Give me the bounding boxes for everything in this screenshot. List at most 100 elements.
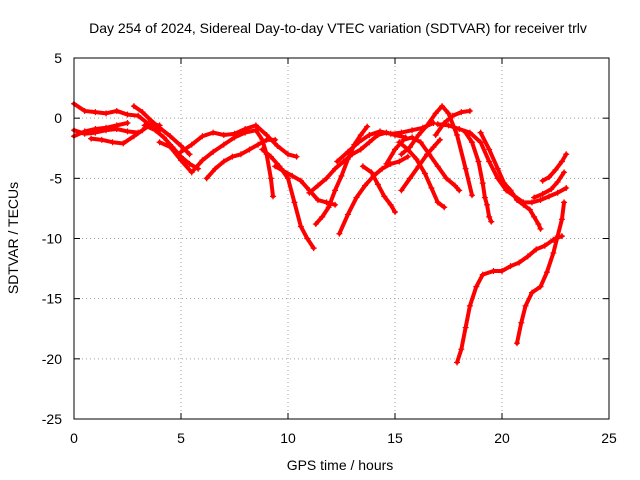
data-point bbox=[81, 107, 88, 114]
data-point bbox=[366, 139, 373, 146]
data-point bbox=[366, 132, 373, 139]
data-point bbox=[259, 146, 266, 153]
data-point bbox=[507, 263, 514, 270]
data-point bbox=[368, 169, 375, 176]
data-point bbox=[561, 199, 568, 206]
data-point bbox=[526, 206, 533, 213]
data-point bbox=[272, 163, 279, 170]
y-axis-label: SDTVAR / TECUs bbox=[5, 182, 21, 294]
data-point bbox=[156, 139, 163, 146]
x-axis-label: GPS time / hours bbox=[287, 457, 394, 473]
data-point bbox=[558, 158, 565, 165]
data-point bbox=[398, 187, 405, 194]
data-point bbox=[199, 133, 206, 140]
data-point bbox=[469, 139, 476, 146]
data-point bbox=[528, 289, 535, 296]
data-point bbox=[561, 169, 568, 176]
data-point bbox=[289, 172, 296, 179]
y-tick-label: -20 bbox=[42, 351, 62, 367]
series-band bbox=[455, 234, 564, 365]
data-point bbox=[344, 148, 351, 155]
data-point bbox=[406, 175, 413, 182]
data-point bbox=[377, 128, 384, 135]
data-point bbox=[167, 133, 174, 140]
data-point bbox=[434, 199, 441, 206]
data-point bbox=[387, 201, 394, 208]
data-point bbox=[392, 209, 398, 216]
data-point bbox=[139, 109, 146, 116]
data-point bbox=[304, 235, 311, 242]
series-track-12 bbox=[272, 163, 339, 208]
data-point bbox=[229, 153, 236, 160]
x-tick-label: 20 bbox=[494, 430, 510, 446]
data-point bbox=[109, 139, 116, 146]
data-point bbox=[255, 141, 262, 148]
data-point bbox=[537, 283, 544, 290]
data-point bbox=[484, 201, 491, 208]
data-point bbox=[306, 189, 313, 196]
data-point bbox=[396, 139, 403, 146]
data-point bbox=[362, 182, 369, 189]
data-point bbox=[246, 146, 253, 153]
data-point bbox=[513, 340, 520, 347]
data-point bbox=[359, 163, 366, 170]
data-point bbox=[507, 187, 514, 194]
data-point bbox=[332, 187, 339, 194]
data-point bbox=[409, 134, 416, 141]
data-point bbox=[424, 122, 431, 129]
data-point bbox=[338, 172, 345, 179]
series-track-07 bbox=[156, 127, 259, 176]
data-point bbox=[325, 204, 332, 211]
data-point bbox=[462, 324, 469, 331]
data-point bbox=[563, 151, 570, 158]
data-point bbox=[220, 141, 227, 148]
data-point bbox=[88, 135, 95, 142]
data-point bbox=[458, 346, 465, 353]
data-point bbox=[518, 319, 525, 326]
axis-ticks: 0 5 10 15 20 25 -25 -20 -15 -10 -5 0 5 bbox=[42, 50, 617, 446]
series-track-21 bbox=[398, 103, 476, 199]
data-point bbox=[312, 221, 319, 228]
data-point bbox=[285, 175, 291, 182]
data-point bbox=[524, 253, 531, 260]
data-point bbox=[481, 194, 488, 201]
data-point bbox=[178, 157, 184, 164]
data-point bbox=[554, 233, 561, 240]
data-point bbox=[451, 182, 458, 189]
data-point bbox=[135, 112, 142, 119]
series-track-17 bbox=[359, 163, 398, 216]
series-track-23 bbox=[434, 121, 570, 206]
data-point bbox=[383, 160, 390, 167]
data-point bbox=[355, 139, 362, 146]
data-point bbox=[141, 122, 148, 129]
data-point bbox=[477, 139, 484, 146]
data-point bbox=[113, 107, 120, 114]
data-point bbox=[513, 196, 520, 203]
data-point bbox=[267, 153, 274, 160]
data-point bbox=[103, 124, 110, 131]
data-point bbox=[439, 103, 446, 110]
data-point bbox=[130, 133, 137, 140]
data-point bbox=[550, 249, 557, 256]
data-point bbox=[231, 130, 238, 137]
data-point bbox=[336, 230, 343, 237]
data-point bbox=[381, 193, 388, 200]
data-point bbox=[178, 148, 184, 155]
data-point bbox=[454, 359, 461, 366]
data-series bbox=[71, 100, 570, 366]
data-point bbox=[415, 132, 422, 139]
series-band bbox=[360, 164, 397, 215]
data-point bbox=[124, 119, 131, 126]
data-point bbox=[494, 175, 501, 182]
data-point bbox=[280, 168, 287, 175]
data-point bbox=[92, 109, 99, 116]
data-point bbox=[554, 178, 561, 185]
data-point bbox=[473, 283, 480, 290]
x-tick-label: 10 bbox=[280, 430, 296, 446]
data-point bbox=[541, 242, 548, 249]
data-point bbox=[188, 141, 195, 148]
data-point bbox=[344, 211, 351, 218]
data-point bbox=[499, 267, 505, 274]
data-point bbox=[539, 190, 546, 197]
data-point bbox=[314, 182, 321, 189]
